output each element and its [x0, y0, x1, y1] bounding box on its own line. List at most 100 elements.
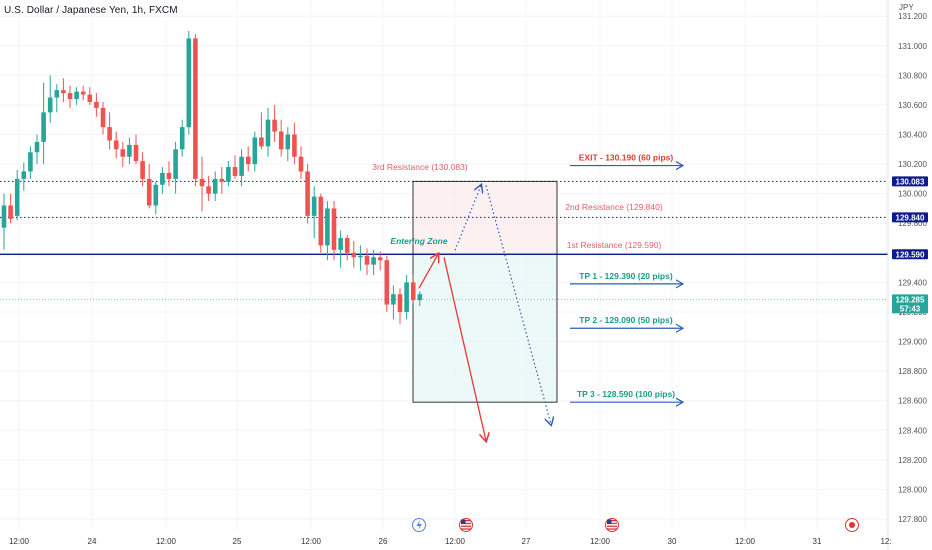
flag-stripe: [461, 525, 471, 527]
price-tick-label: 128.600: [898, 397, 927, 406]
exit-label: EXIT - 130.190 (60 pips): [579, 153, 674, 163]
time-tick-label: 12:: [880, 537, 891, 546]
candle-body: [153, 184, 159, 206]
chart-title: U.S. Dollar / Japanese Yen, 1h, FXCM: [4, 5, 178, 16]
candle-body: [67, 93, 73, 100]
entering-zone-label: Entering Zone: [390, 236, 447, 246]
currency-label: JPY: [899, 3, 914, 12]
record-dot: [849, 522, 855, 528]
candle-body: [226, 167, 231, 182]
time-tick-label: 31: [813, 537, 822, 546]
res3-label: 3rd Resistance (130.083): [372, 162, 468, 172]
price-badge-text: 129.840: [896, 213, 925, 222]
candle-body: [391, 294, 396, 305]
tp3-label: TP 3 - 128.590 (100 pips): [577, 389, 675, 399]
candle-body: [179, 127, 185, 150]
candle-body: [61, 90, 66, 94]
candle-body: [133, 144, 139, 162]
tp3-arrow-head: [675, 397, 685, 407]
candle-body: [173, 149, 178, 179]
time-tick-label: 12:00: [9, 537, 30, 546]
alt-path-down: [485, 185, 551, 424]
candle-body: [259, 137, 264, 147]
candle-body: [219, 178, 225, 182]
flag-stripe: [461, 520, 471, 522]
price-tick-label: 129.000: [898, 338, 927, 347]
candle-body: [80, 91, 86, 95]
time-tick-label: 24: [88, 537, 97, 546]
flag-stripe: [607, 522, 617, 525]
candle-body: [120, 149, 126, 157]
candle-body: [384, 260, 390, 305]
tp1-label: TP 1 - 129.390 (20 pips): [579, 271, 673, 281]
price-tick-label: 130.600: [898, 101, 927, 110]
candle-body: [252, 137, 258, 165]
price-axis[interactable]: 131.200 131.000 130.800 130.600 130.400 130.2…: [887, 0, 927, 550]
price-badge: [892, 249, 928, 260]
time-tick-label: 12:00: [156, 537, 177, 546]
candle-body: [358, 255, 363, 258]
candle-body: [100, 107, 106, 128]
candle-body: [292, 134, 297, 157]
profit-zone: [412, 253, 558, 403]
price-tick-label: 128.200: [898, 456, 927, 465]
candle-body: [21, 171, 27, 179]
trade-zone: [412, 180, 558, 403]
price-tick-label: 129.800: [898, 219, 927, 228]
candle-body: [28, 152, 33, 172]
price-tick-label: 131.200: [898, 12, 927, 21]
projection-up-arrow: [418, 254, 438, 289]
record-icon: [845, 518, 859, 532]
us-flag-icon: [459, 518, 473, 532]
price-badge-text: 129.590: [896, 250, 925, 259]
candle-body: [107, 127, 112, 141]
lightning-icon: [412, 518, 426, 532]
price-tick-label: 130.800: [898, 71, 927, 80]
candle-body: [1, 205, 7, 228]
candle-body: [14, 178, 20, 216]
flag-stripe: [461, 522, 471, 525]
candle-body: [331, 208, 337, 250]
time-tick-label: 12:00: [590, 537, 611, 546]
time-axis[interactable]: 12:00 24 12:00 25 12:00 26 12:00 27 12:00 30 12:00…: [9, 537, 892, 546]
candle-body: [47, 97, 53, 113]
price-tick-label: 128.000: [898, 485, 927, 494]
candle-body: [285, 134, 291, 150]
price-badge-text: 130.083: [896, 177, 925, 186]
candle-body: [34, 141, 40, 153]
price-badge: [892, 212, 928, 223]
price-badge: [892, 176, 928, 187]
candle-body: [417, 294, 423, 301]
candle-body: [325, 208, 330, 246]
candle-body: [338, 238, 343, 250]
candle-body: [140, 161, 145, 179]
candle-body: [298, 156, 304, 172]
price-tick-label: 130.200: [898, 160, 927, 169]
projection-down-arrow: [443, 257, 486, 440]
candle-body: [377, 257, 383, 261]
candle-body: [318, 196, 324, 246]
event-icons[interactable]: [412, 518, 859, 532]
time-tick-label: 12:00: [735, 537, 756, 546]
candle-body: [206, 186, 211, 194]
projection-paths: [418, 185, 551, 440]
candle-body: [74, 91, 79, 100]
flag-stripe: [461, 528, 471, 530]
candle-body: [410, 282, 416, 301]
candle-body: [239, 156, 244, 176]
flag-stripe: [607, 520, 617, 522]
candle-body: [351, 252, 357, 258]
tp1-arrow-head: [675, 279, 685, 289]
candle-body: [146, 178, 152, 206]
candle-body: [193, 38, 198, 179]
candle-body: [272, 119, 277, 132]
price-badge: [892, 294, 928, 314]
candle-body: [371, 257, 376, 265]
lightning-icon-bolt: [416, 520, 422, 530]
candle-body: [127, 144, 132, 157]
candle-body: [199, 178, 205, 187]
price-tick-label: 130.000: [898, 190, 927, 199]
candle-body: [212, 178, 218, 194]
candle-body: [245, 156, 251, 165]
